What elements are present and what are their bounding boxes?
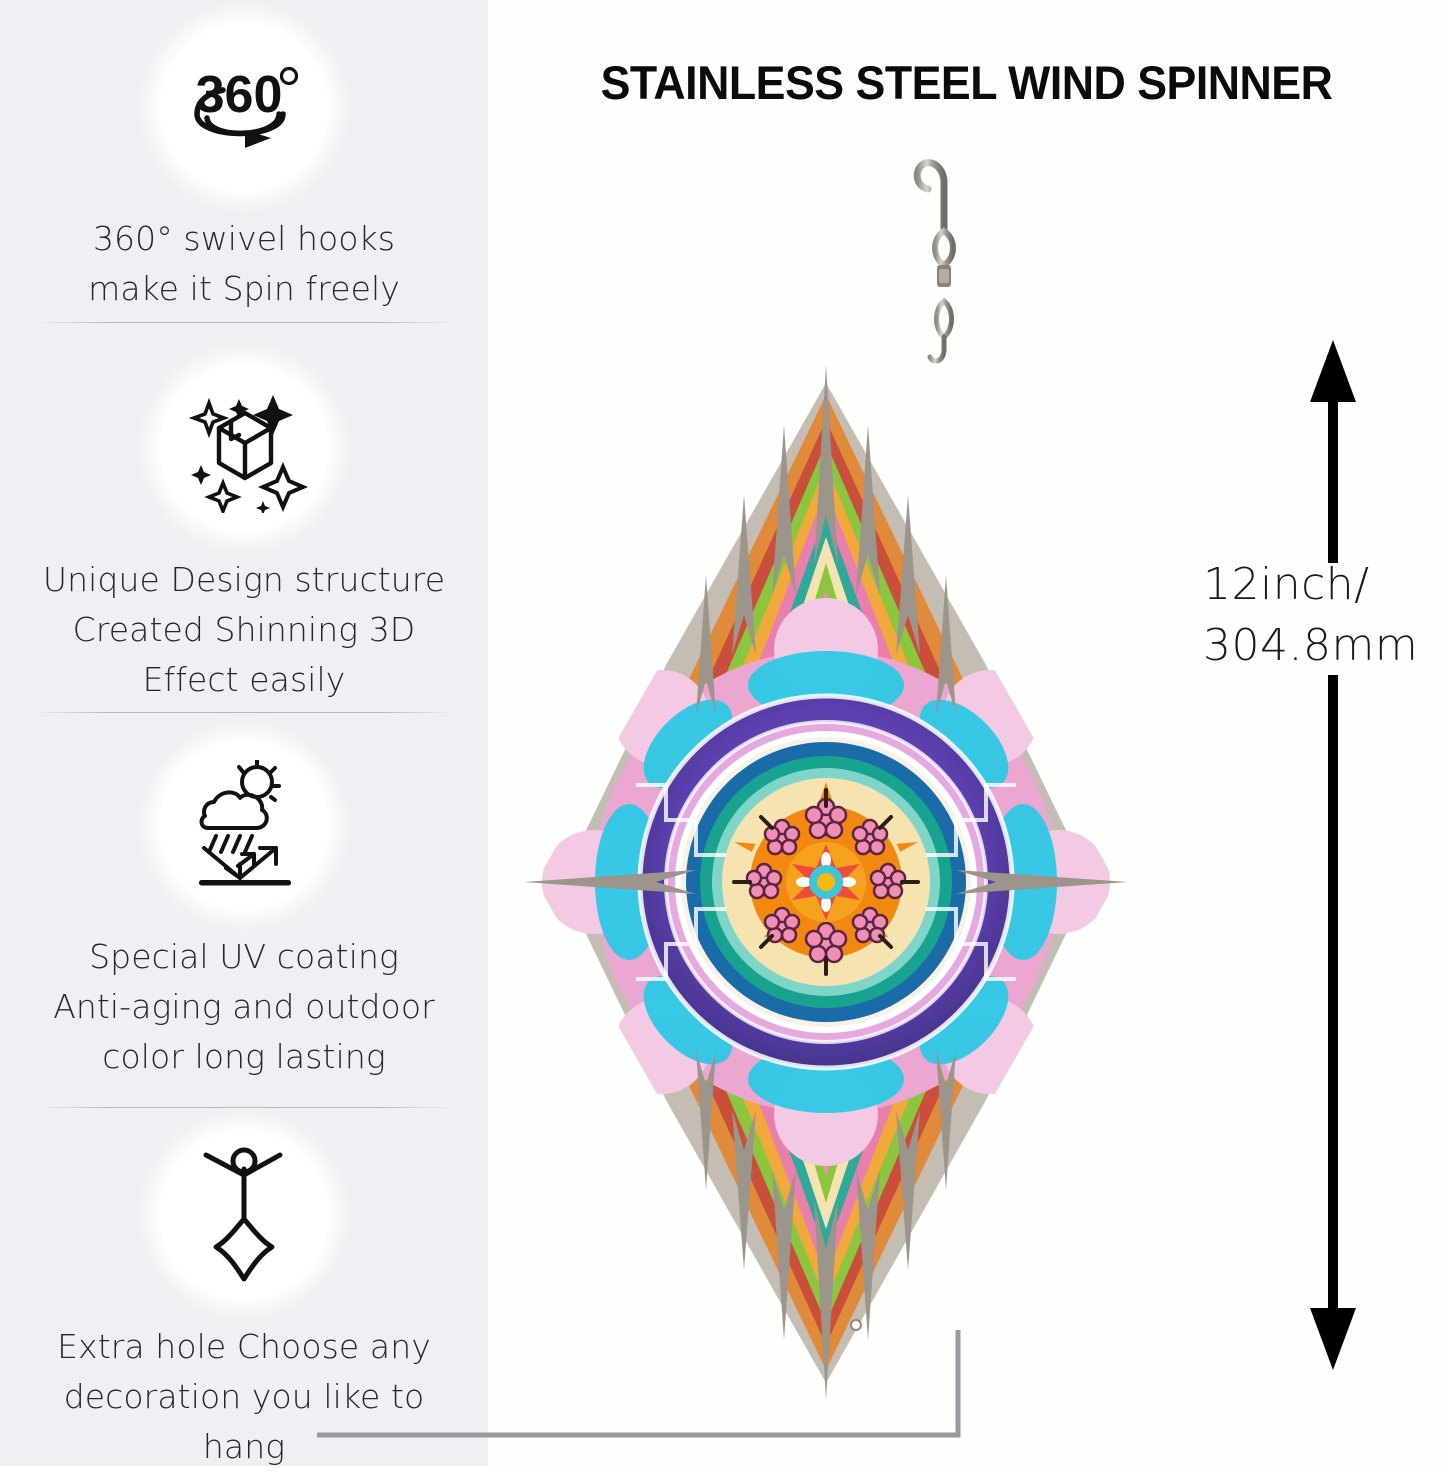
feature-text-uv-coating: Special UV coating Anti-aging and outdoo… — [29, 932, 459, 1082]
feature-divider — [34, 1107, 454, 1108]
feature-divider — [34, 712, 454, 713]
hanging-ornament-icon — [159, 1130, 329, 1300]
360-rotation-icon: 360 — [159, 22, 329, 192]
product-panel: STAINLESS STEEL WIND SPINNER — [488, 0, 1445, 1466]
dimension-label-line2: 304.8mm — [1203, 619, 1419, 671]
feature-text-360-swivel: 360° swivel hooks make it Spin freely — [29, 214, 459, 314]
feature-text-extra-hole: Extra hole Choose any decoration you lik… — [29, 1322, 459, 1472]
wind-spinner-product-image — [516, 365, 1136, 1400]
feature-line: Unique Design structure — [42, 560, 446, 599]
feature-block-unique-design: Unique Design structure Created Shinning… — [0, 363, 488, 705]
dimension-arrow — [1278, 340, 1388, 1370]
feature-divider — [34, 322, 454, 323]
3d-cube-sparkle-icon — [159, 363, 329, 533]
feature-line: Created Shinning 3D — [72, 610, 416, 650]
feature-line: color long lasting — [102, 1037, 386, 1077]
feature-line: Anti-aging and outdoor — [53, 987, 435, 1027]
page-title: STAINLESS STEEL WIND SPINNER — [600, 56, 1333, 109]
feature-block-360-swivel: 360 360° swivel hooks make it Spin freel… — [0, 22, 488, 314]
features-panel: 360 360° swivel hooks make it Spin freel… — [0, 0, 488, 1466]
feature-line: 360° swivel hooks — [92, 219, 396, 258]
feature-line: Effect easily — [142, 660, 346, 700]
swivel-hook-icon — [894, 143, 994, 393]
feature-line: make it Spin freely — [88, 269, 400, 309]
feature-block-extra-hole: Extra hole Choose any decoration you lik… — [0, 1130, 488, 1472]
feature-line: hang — [202, 1427, 286, 1467]
feature-line: decoration you like to — [63, 1377, 425, 1417]
feature-block-uv-coating: Special UV coating Anti-aging and outdoo… — [0, 740, 488, 1082]
feature-line: Special UV coating — [89, 937, 399, 976]
dimension-label: 12inch/ 304.8mm — [1203, 555, 1445, 676]
weather-uv-shield-icon — [159, 740, 329, 910]
feature-line: Extra hole Choose any — [57, 1327, 431, 1366]
feature-text-unique-design: Unique Design structure Created Shinning… — [29, 555, 459, 705]
dimension-label-line1: 12inch/ — [1203, 559, 1370, 610]
